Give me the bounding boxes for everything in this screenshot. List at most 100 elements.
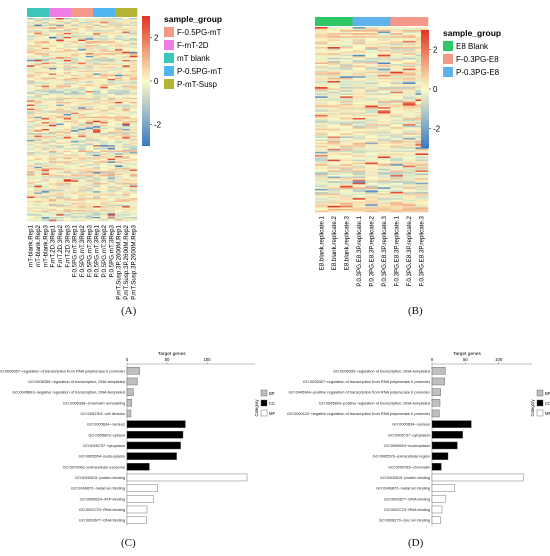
heatmap-cell [85,105,94,108]
heatmap-cell [315,184,328,187]
heatmap-cell [71,26,79,28]
heatmap-cell [340,156,353,159]
heatmap-cell [129,81,138,84]
heatmap-cell [41,81,50,84]
heatmap-cell [340,147,353,150]
heatmap-cell [129,27,138,30]
heatmap-cell [377,138,391,140]
heatmap-cell [71,130,79,132]
heatmap-cell [377,204,391,207]
heatmap-cell [63,58,72,61]
heatmap-cell [315,82,328,85]
heatmap-cell [122,177,130,180]
heatmap-cell [122,172,130,174]
heatmap-cell [107,22,116,24]
heatmap-cell [85,97,94,100]
heatmap-cell [315,57,328,60]
heatmap-cell [327,138,341,140]
heatmap-cell [93,19,101,22]
heatmap-cell [85,212,94,215]
heatmap-cell [71,199,79,201]
heatmap-cell [85,202,94,204]
heatmap-cell [122,197,130,200]
heatmap-cell [41,130,50,132]
heatmap-cell [63,181,72,184]
heatmap-cell [41,216,50,219]
heatmap-cell [63,216,72,219]
heatmap-cell [340,82,353,85]
heatmap-cell [56,193,64,196]
heatmap-cell [365,204,379,207]
heatmap-cell [107,195,116,197]
heatmap-cell [365,53,379,56]
heatmap-cell [34,107,42,109]
heatmap-cell [415,202,429,205]
heatmap-cell [352,193,366,196]
heatmap-cell [115,69,123,72]
heatmap-cell [365,28,379,31]
heatmap-cell [85,19,94,22]
heatmap-cell [115,36,123,39]
heatmap-cell [49,128,57,131]
heatmap-cell [402,30,416,32]
heatmap-cell [100,26,108,28]
heatmap-cell [34,120,42,123]
heatmap-cell [352,210,366,213]
heatmap-cell [107,143,116,146]
heatmap-cell [93,54,101,57]
heatmap-cell [340,79,353,82]
heatmap-cell [365,114,379,117]
bar-category-label: GO:0006338~chromatin remodeling [63,400,125,405]
heatmap-cell [365,173,379,176]
heatmap-cell [327,199,341,202]
heatmap-cell [115,92,123,95]
heatmap-cell [352,139,366,142]
heatmap-cell [122,73,130,76]
heatmap-cell [27,103,35,105]
heatmap-cell [315,199,328,202]
heatmap-cell [93,110,101,112]
heatmap-cell [63,183,72,185]
heatmap-cell [34,173,42,176]
heatmap-cell [377,208,391,211]
heatmap-cell [390,187,404,190]
heatmap-cell [377,205,391,208]
heatmap-cell [93,184,101,187]
heatmap-cell [327,97,341,100]
heatmap-cell [34,199,42,201]
heatmap-cell [122,118,130,120]
heatmap-cell [129,153,138,155]
heatmap-cell [129,93,138,96]
heatmap-cell [93,139,101,142]
heatmap-cell [315,151,328,154]
heatmap-cell [56,203,64,206]
heatmap-cell [78,89,86,92]
heatmap-cell [402,47,416,49]
heatmap-cell [115,19,123,22]
heatmap-cell [100,165,108,168]
heatmap-cell [56,111,64,114]
heatmap-cell [352,190,366,193]
heatmap-cell [49,36,57,39]
heatmap-cell [115,199,123,201]
heatmap-cell [327,101,341,103]
heatmap-cell [41,183,50,185]
heatmap-cell [49,143,57,146]
heatmap-cell [93,188,101,191]
heatmap-cell [34,61,42,63]
heatmap-cell [365,56,379,59]
legend-swatch [164,79,174,89]
heatmap-cell [327,37,341,40]
heatmap-cell [100,42,108,45]
heatmap-cell [27,108,35,111]
heatmap-cell [34,55,42,58]
annotation-cell [63,8,72,17]
heatmap-cell [107,57,116,59]
heatmap-cell [93,116,101,119]
heatmap-cell [415,27,429,29]
heatmap-cell [365,43,379,46]
heatmap-cell [34,176,42,178]
heatmap-cell [115,181,123,184]
heatmap-cell [107,30,116,32]
heatmap-cell [315,142,328,145]
